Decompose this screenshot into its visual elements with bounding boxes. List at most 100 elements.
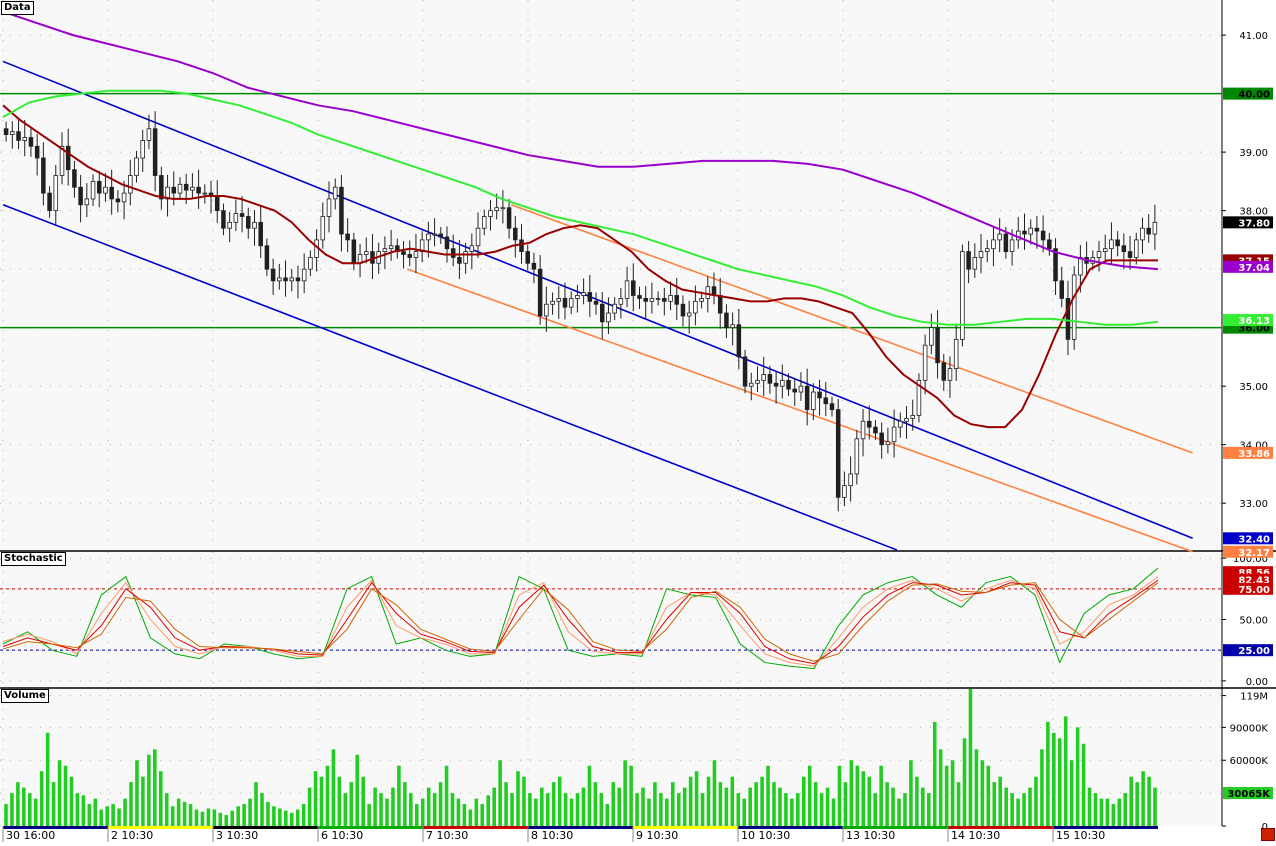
candle-body (47, 192, 52, 212)
candle-body (922, 344, 928, 381)
volume-tick-label: 0 (1262, 822, 1268, 833)
volume-bar (99, 809, 104, 826)
candle-body (488, 210, 493, 217)
volume-tick-label: 119M (1240, 692, 1268, 703)
x-tick-label: 30 16:00 (6, 829, 55, 842)
candle-body (1121, 245, 1127, 252)
volume-bar (22, 787, 26, 826)
volume-bar (873, 793, 877, 826)
volume-bar (75, 793, 80, 826)
candle-body (581, 292, 586, 296)
stoch-value-tag: 88.56 (1238, 568, 1270, 579)
candle-body (1047, 239, 1052, 250)
candle-body (332, 186, 338, 200)
volume-bar (563, 793, 568, 826)
volume-bar (206, 808, 211, 826)
candle-body (556, 298, 562, 302)
candle-body (22, 137, 27, 141)
volume-bar (361, 776, 365, 826)
day-color-strip (318, 826, 423, 829)
candle-body (761, 374, 766, 381)
stoch-value-tag-box (1223, 644, 1273, 657)
volume-bar (676, 793, 681, 826)
candle-body (1115, 239, 1120, 247)
candle-body (599, 303, 605, 323)
candle-body (978, 251, 984, 258)
candle-body (432, 233, 437, 236)
volume-bar (438, 782, 443, 826)
volume-bar (641, 787, 645, 826)
candle-body (1102, 248, 1108, 252)
stoch-value-tag: 75.00 (1238, 585, 1270, 596)
day-color-strip (213, 826, 318, 829)
candle-body (550, 300, 555, 305)
volume-bar (379, 793, 383, 826)
candle-body (475, 227, 481, 247)
volume-bar (593, 782, 598, 826)
day-color-strip (738, 826, 843, 829)
volume-bar (117, 808, 121, 826)
volume-bar (343, 793, 348, 826)
candle-body (214, 195, 220, 212)
volume-bar (1010, 793, 1014, 826)
candle-body (904, 417, 909, 422)
volume-bar (230, 810, 234, 826)
volume-bar (510, 793, 514, 826)
x-tick-label: 3 10:30 (216, 829, 258, 842)
volume-bar (337, 776, 342, 826)
price-value-tag-box (1223, 446, 1273, 459)
candle-body (239, 213, 245, 217)
price-tick-label: 38.00 (1239, 207, 1268, 218)
candle-body (860, 420, 866, 440)
volume-bar (974, 749, 979, 826)
volume-bar (355, 754, 360, 826)
x-tick-label: 13 10:30 (846, 829, 895, 842)
candle-body (780, 379, 785, 387)
candle-body (879, 432, 884, 446)
candle-body (798, 385, 804, 393)
resize-corner-button[interactable] (1261, 828, 1275, 841)
stoch-d-fast-line (2, 576, 1159, 667)
volume-bar (397, 765, 401, 826)
volume-bar (986, 765, 991, 826)
volume-bar (93, 798, 98, 826)
candle-body (115, 198, 121, 203)
candle-body (873, 426, 878, 434)
candle-body (984, 248, 990, 252)
volume-bar (194, 809, 199, 826)
volume-bar (4, 804, 8, 826)
volume-bar (301, 804, 306, 826)
volume-bar (778, 787, 782, 826)
volume-bar (831, 798, 836, 826)
volume-bar (575, 793, 580, 826)
candle-body (438, 233, 444, 238)
stoch-tick-label: 100.00 (1233, 554, 1268, 565)
candle-body (885, 441, 891, 446)
volume-bar (516, 771, 520, 826)
hline-value-tag: 36.00 (1238, 324, 1270, 335)
hline-value-tag: 40.00 (1238, 90, 1270, 101)
stoch-tick-label: 0.00 (1246, 677, 1268, 688)
volume-bar (1147, 776, 1151, 826)
x-tick-label: 9 10:30 (636, 829, 678, 842)
candle-body (916, 379, 922, 416)
candle-body (109, 186, 114, 200)
x-tick-label: 15 10:30 (1056, 829, 1105, 842)
volume-bar (790, 798, 794, 826)
volume-bar (1063, 716, 1068, 826)
stochastic-pane-label: Stochastic (1, 552, 66, 566)
volume-bar (921, 787, 925, 826)
volume-bar (534, 798, 538, 826)
volume-bar (754, 782, 758, 826)
candle-body (159, 175, 164, 200)
blue-channel-lower (2, 204, 898, 551)
volume-bar (284, 810, 288, 826)
volume-bar (909, 760, 913, 826)
volume-bar (1099, 798, 1104, 826)
stoch-value-tag-box (1223, 573, 1273, 586)
candle-body (730, 324, 735, 329)
candle-body (500, 207, 506, 210)
volume-bar (414, 804, 419, 826)
candle-body (724, 312, 729, 329)
candle-body (767, 374, 773, 384)
